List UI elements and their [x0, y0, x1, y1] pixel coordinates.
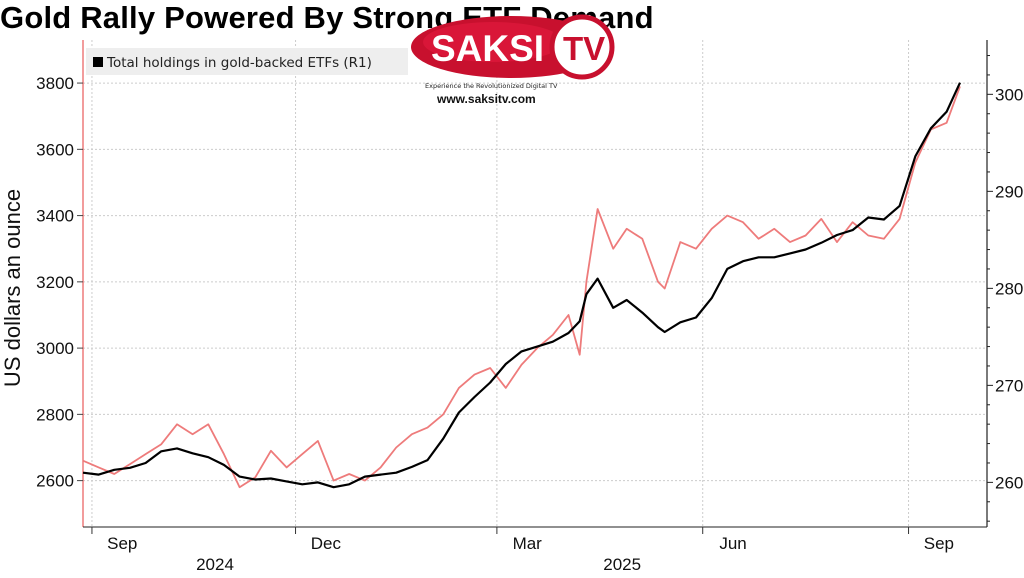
tick-labels: 2600 2800 3000 3200 3400 3600 3800 260 270 280 290…: [36, 55, 1023, 574]
gold-price-line: [82, 86, 961, 489]
logo-mark: SAKSI TV: [411, 14, 615, 80]
grid: [83, 40, 987, 527]
y-left-tick-label: 3000: [36, 339, 74, 358]
x-tick-label: Mar: [513, 534, 543, 553]
legend-swatch: [93, 57, 103, 67]
y-right-tick-label: 300: [995, 85, 1023, 104]
y-left-tick-label: 3200: [36, 273, 74, 292]
x-tick-label: Jun: [719, 534, 746, 553]
y-left-tick-label: 3800: [36, 74, 74, 93]
x-year-label: 2024: [196, 555, 234, 574]
x-year-label: 2025: [603, 555, 641, 574]
saksi-tv-logo: SAKSI TV Experience the Revolutionized D…: [411, 14, 616, 106]
legend-box: [86, 48, 408, 75]
y-left-tick-label: 2600: [36, 472, 74, 491]
y-axis-label: US dollars an ounce: [0, 189, 25, 387]
logo-url: www.saksitv.com: [437, 92, 536, 106]
y-right-tick-label: 280: [995, 279, 1023, 298]
y-right-tick-label: 290: [995, 182, 1023, 201]
etf-holdings-line: [82, 82, 961, 489]
y-left-tick-label: 3600: [36, 140, 74, 159]
y-right-tick-label: 260: [995, 473, 1023, 492]
legend: Total holdings in gold-backed ETFs (R1): [86, 48, 408, 75]
axes: [82, 40, 988, 528]
y-left-tick-label: 2800: [36, 405, 74, 424]
svg-text:SAKSI: SAKSI: [431, 28, 544, 69]
logo-tagline: Experience the Revolutionized Digital TV: [425, 82, 558, 90]
x-tick-label: Sep: [924, 534, 954, 553]
x-tick-label: Dec: [311, 534, 342, 553]
y-left-tick-label: 3400: [36, 207, 74, 226]
svg-text:TV: TV: [563, 30, 605, 67]
x-tick-label: Sep: [107, 534, 137, 553]
y-right-tick-label: 270: [995, 376, 1023, 395]
series-lines: [82, 82, 961, 489]
legend-label: Total holdings in gold-backed ETFs (R1): [106, 55, 372, 71]
